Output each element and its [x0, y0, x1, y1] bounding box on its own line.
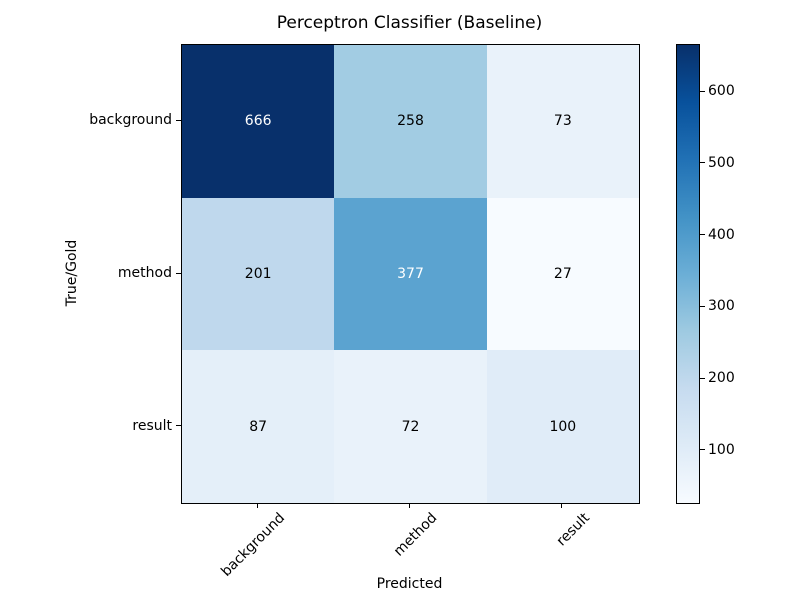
cell-value: 258 [397, 113, 424, 130]
heatmap-cell: 27 [486, 197, 639, 351]
heatmap-cell: 87 [182, 350, 335, 503]
x-axis-label: Predicted [376, 576, 443, 592]
colorbar-tick-label: 300 [708, 298, 735, 315]
x-tick-mark [561, 503, 563, 508]
heatmap-cell: 72 [334, 350, 487, 503]
colorbar-tick-label: 100 [708, 441, 735, 458]
colorbar-tick-label: 200 [708, 370, 735, 386]
y-tick-mark [176, 119, 181, 121]
cell-value: 377 [397, 265, 424, 282]
heatmap-cell: 258 [334, 45, 487, 198]
colorbar-tick-label: 600 [708, 83, 735, 100]
y-tick-label: background [89, 112, 172, 129]
heatmap-cell: 201 [182, 197, 335, 351]
colorbar-tick-mark [700, 90, 705, 92]
chart-title: Perceptron Classifier (Baseline) [276, 13, 543, 33]
y-tick-label: result [132, 417, 172, 434]
heatmap-cell: 73 [486, 45, 639, 198]
heatmap-cell: 666 [182, 45, 335, 198]
colorbar-tick-mark [700, 162, 705, 164]
x-tick-label: background [218, 510, 289, 580]
colorbar-tick-label: 500 [708, 154, 735, 171]
colorbar-tick-label: 400 [708, 226, 735, 243]
cell-value: 27 [553, 265, 572, 282]
colorbar-tick-mark [700, 234, 705, 236]
heatmap-cell: 377 [334, 197, 487, 351]
y-tick-mark [176, 425, 181, 427]
x-tick-mark [409, 503, 410, 508]
cell-value: 100 [549, 418, 577, 435]
colorbar-tick-mark [700, 305, 705, 307]
x-tick-label: result [553, 510, 594, 550]
heatmap-cell: 100 [486, 350, 639, 503]
cell-value: 87 [249, 418, 268, 435]
colorbar [676, 44, 700, 504]
x-tick-mark [256, 503, 258, 508]
colorbar-tick-mark [700, 449, 705, 451]
y-axis-label: True/Gold [64, 239, 80, 307]
x-tick-label: method [391, 510, 441, 560]
heatmap-axes: 666 258 73 201 377 27 87 72 100 [181, 44, 640, 504]
colorbar-tick-mark [700, 377, 705, 379]
cell-value: 201 [244, 265, 272, 282]
cell-value: 72 [401, 418, 420, 435]
cell-value: 666 [244, 113, 272, 130]
cell-value: 73 [553, 113, 572, 130]
y-tick-label: method [117, 265, 172, 281]
y-tick-mark [176, 272, 181, 274]
